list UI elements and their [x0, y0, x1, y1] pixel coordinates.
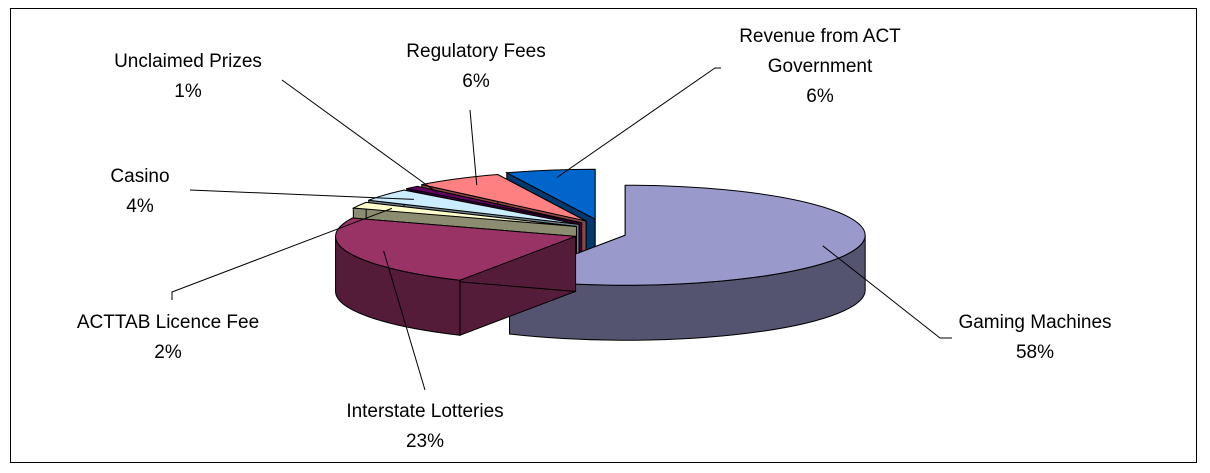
category-label: Casino	[110, 166, 170, 187]
leader-line	[171, 207, 393, 300]
data-label: Unclaimed Prizes 1%	[58, 47, 318, 107]
value-label: 4%	[126, 196, 154, 217]
leader-line	[281, 79, 438, 194]
category-label: ACTTAB Licence Fee	[76, 312, 260, 333]
leader-line	[469, 109, 478, 186]
leader-line	[383, 250, 426, 391]
slice	[351, 201, 577, 227]
value-label: 1%	[174, 81, 202, 102]
chart-frame	[10, 8, 1197, 463]
leader-line	[556, 67, 721, 178]
data-label: Gaming Machines 58%	[905, 308, 1165, 368]
slice	[335, 217, 576, 281]
slice	[421, 174, 587, 222]
slice	[509, 184, 866, 286]
data-label: Regulatory Fees 6%	[346, 37, 606, 97]
value-label: 23%	[405, 431, 445, 452]
slice	[368, 189, 580, 225]
data-label: ACTTAB Licence Fee 2%	[38, 308, 298, 368]
data-label: Revenue from ACT Government 6%	[720, 22, 920, 112]
leader-line	[822, 245, 952, 339]
value-label: 6%	[462, 71, 490, 92]
value-label: 58%	[1015, 342, 1055, 363]
category-label: Unclaimed Prizes	[114, 51, 262, 72]
category-label: Gaming Machines	[958, 312, 1112, 333]
category-label: Interstate Lotteries	[346, 401, 504, 422]
data-label: Interstate Lotteries 23%	[295, 397, 555, 457]
category-label: Regulatory Fees	[406, 41, 546, 62]
category-label: Revenue from ACT Government	[739, 26, 901, 77]
value-label: 6%	[806, 86, 834, 107]
leader-line	[189, 189, 414, 200]
slice	[505, 168, 596, 221]
data-label: Casino 4%	[40, 162, 240, 222]
value-label: 2%	[154, 342, 182, 363]
slice	[406, 185, 582, 224]
